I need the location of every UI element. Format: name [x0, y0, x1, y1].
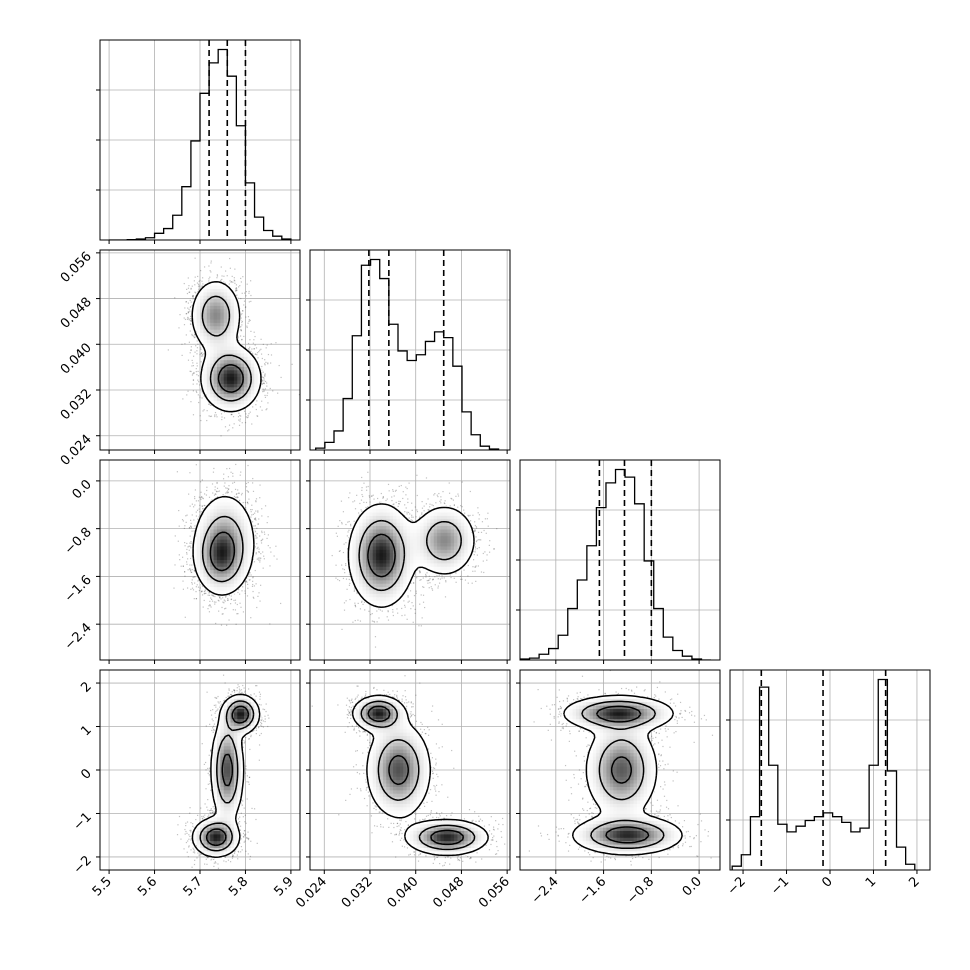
x-tick-label: −2.4 — [529, 874, 562, 907]
x-tick-label: −0.8 — [624, 874, 657, 907]
density-cells — [193, 495, 255, 595]
contour-level — [201, 515, 244, 583]
panel-frame — [309, 459, 511, 661]
contour-level — [581, 700, 665, 850]
density-cells — [193, 695, 262, 859]
contour-level — [191, 693, 261, 858]
joint-panel-p0-p1: 0.024 0.032 0.040 0.048 0.056 — [58, 249, 301, 469]
panel-frame — [519, 459, 721, 661]
histogram-step — [109, 48, 292, 240]
y-tick-label: 0.056 — [58, 249, 95, 286]
x-tick-label: 0.024 — [293, 874, 330, 911]
contour-level — [199, 700, 255, 852]
y-tick-label: 0.040 — [58, 341, 95, 378]
contour-lines — [563, 694, 683, 856]
panel-frame — [309, 249, 511, 451]
x-tick-label: 0.056 — [476, 874, 513, 911]
density-cells — [562, 695, 682, 856]
histogram-panel-p3: −2 −1 0 1 2 — [725, 669, 931, 898]
contour-level — [360, 700, 476, 851]
x-tick-label: 5.7 — [181, 874, 206, 899]
x-tick-label: 2 — [906, 874, 922, 890]
x-tick-label: 0.040 — [385, 874, 422, 911]
joint-panel-p0-p3: 5.5 5.6 5.7 5.8 5.9 −2 −1 0 1 2 — [71, 669, 301, 899]
x-tick-label: 5.9 — [272, 874, 297, 899]
x-tick-label: 1 — [863, 874, 879, 890]
x-tick-label: 5.8 — [226, 874, 251, 899]
histogram-panel-p2 — [516, 459, 721, 664]
contour-lines — [191, 280, 262, 413]
contour-level — [191, 280, 262, 413]
y-tick-label: −2 — [71, 853, 95, 877]
contour-level — [201, 295, 252, 402]
y-tick-label: 0.032 — [58, 386, 95, 423]
contour-level — [367, 705, 465, 846]
joint-panel-p1-p2 — [306, 459, 511, 664]
x-tick-label: 5.6 — [135, 874, 160, 899]
density-cells — [352, 695, 489, 856]
x-tick-label: 0.032 — [339, 874, 376, 911]
contour-level — [209, 531, 236, 572]
x-tick-label: 0.0 — [680, 874, 705, 899]
x-tick-label: 5.5 — [90, 874, 115, 899]
histogram-panel-p1 — [306, 249, 511, 454]
y-tick-label: 0.048 — [58, 295, 95, 332]
joint-panel-p0-p2: −2.4 −1.6 −0.8 0.0 — [62, 459, 301, 664]
contour-lines — [192, 495, 255, 596]
contour-lines — [347, 503, 475, 608]
y-tick-label: −1.6 — [62, 573, 95, 606]
contour-lines — [191, 693, 261, 858]
x-tick-label: −1 — [768, 874, 792, 898]
y-tick-label: −0.8 — [62, 525, 95, 558]
y-tick-label: 1 — [78, 723, 94, 739]
y-tick-label: 2 — [78, 679, 94, 695]
histogram-step — [315, 258, 500, 450]
x-tick-label: 0 — [819, 874, 835, 890]
contour-level — [217, 364, 244, 393]
y-tick-label: 0.0 — [70, 477, 95, 502]
y-tick-label: −1 — [71, 810, 95, 834]
contour-lines — [351, 694, 489, 857]
contour-level — [563, 694, 683, 856]
contour-level — [367, 533, 396, 578]
contour-level — [351, 694, 489, 857]
histogram-panel-p0 — [96, 39, 301, 244]
y-tick-label: 0.024 — [58, 432, 95, 469]
joint-panel-p1-p3: 0.024 0.032 0.040 0.048 0.056 — [293, 669, 513, 911]
contour-level — [358, 519, 462, 592]
y-tick-label: −2.4 — [62, 620, 95, 653]
joint-panel-p2-p3: −2.4 −1.6 −0.8 0.0 — [516, 669, 721, 907]
contour-level — [192, 495, 255, 596]
contour-level — [347, 503, 475, 608]
y-tick-label: 0 — [78, 766, 94, 782]
histogram-step — [520, 468, 712, 660]
contour-level — [595, 705, 650, 844]
contour-level — [205, 705, 250, 847]
x-tick-label: −1.6 — [576, 874, 609, 907]
x-tick-label: 0.048 — [430, 874, 467, 911]
x-tick-label: −2 — [725, 874, 749, 898]
